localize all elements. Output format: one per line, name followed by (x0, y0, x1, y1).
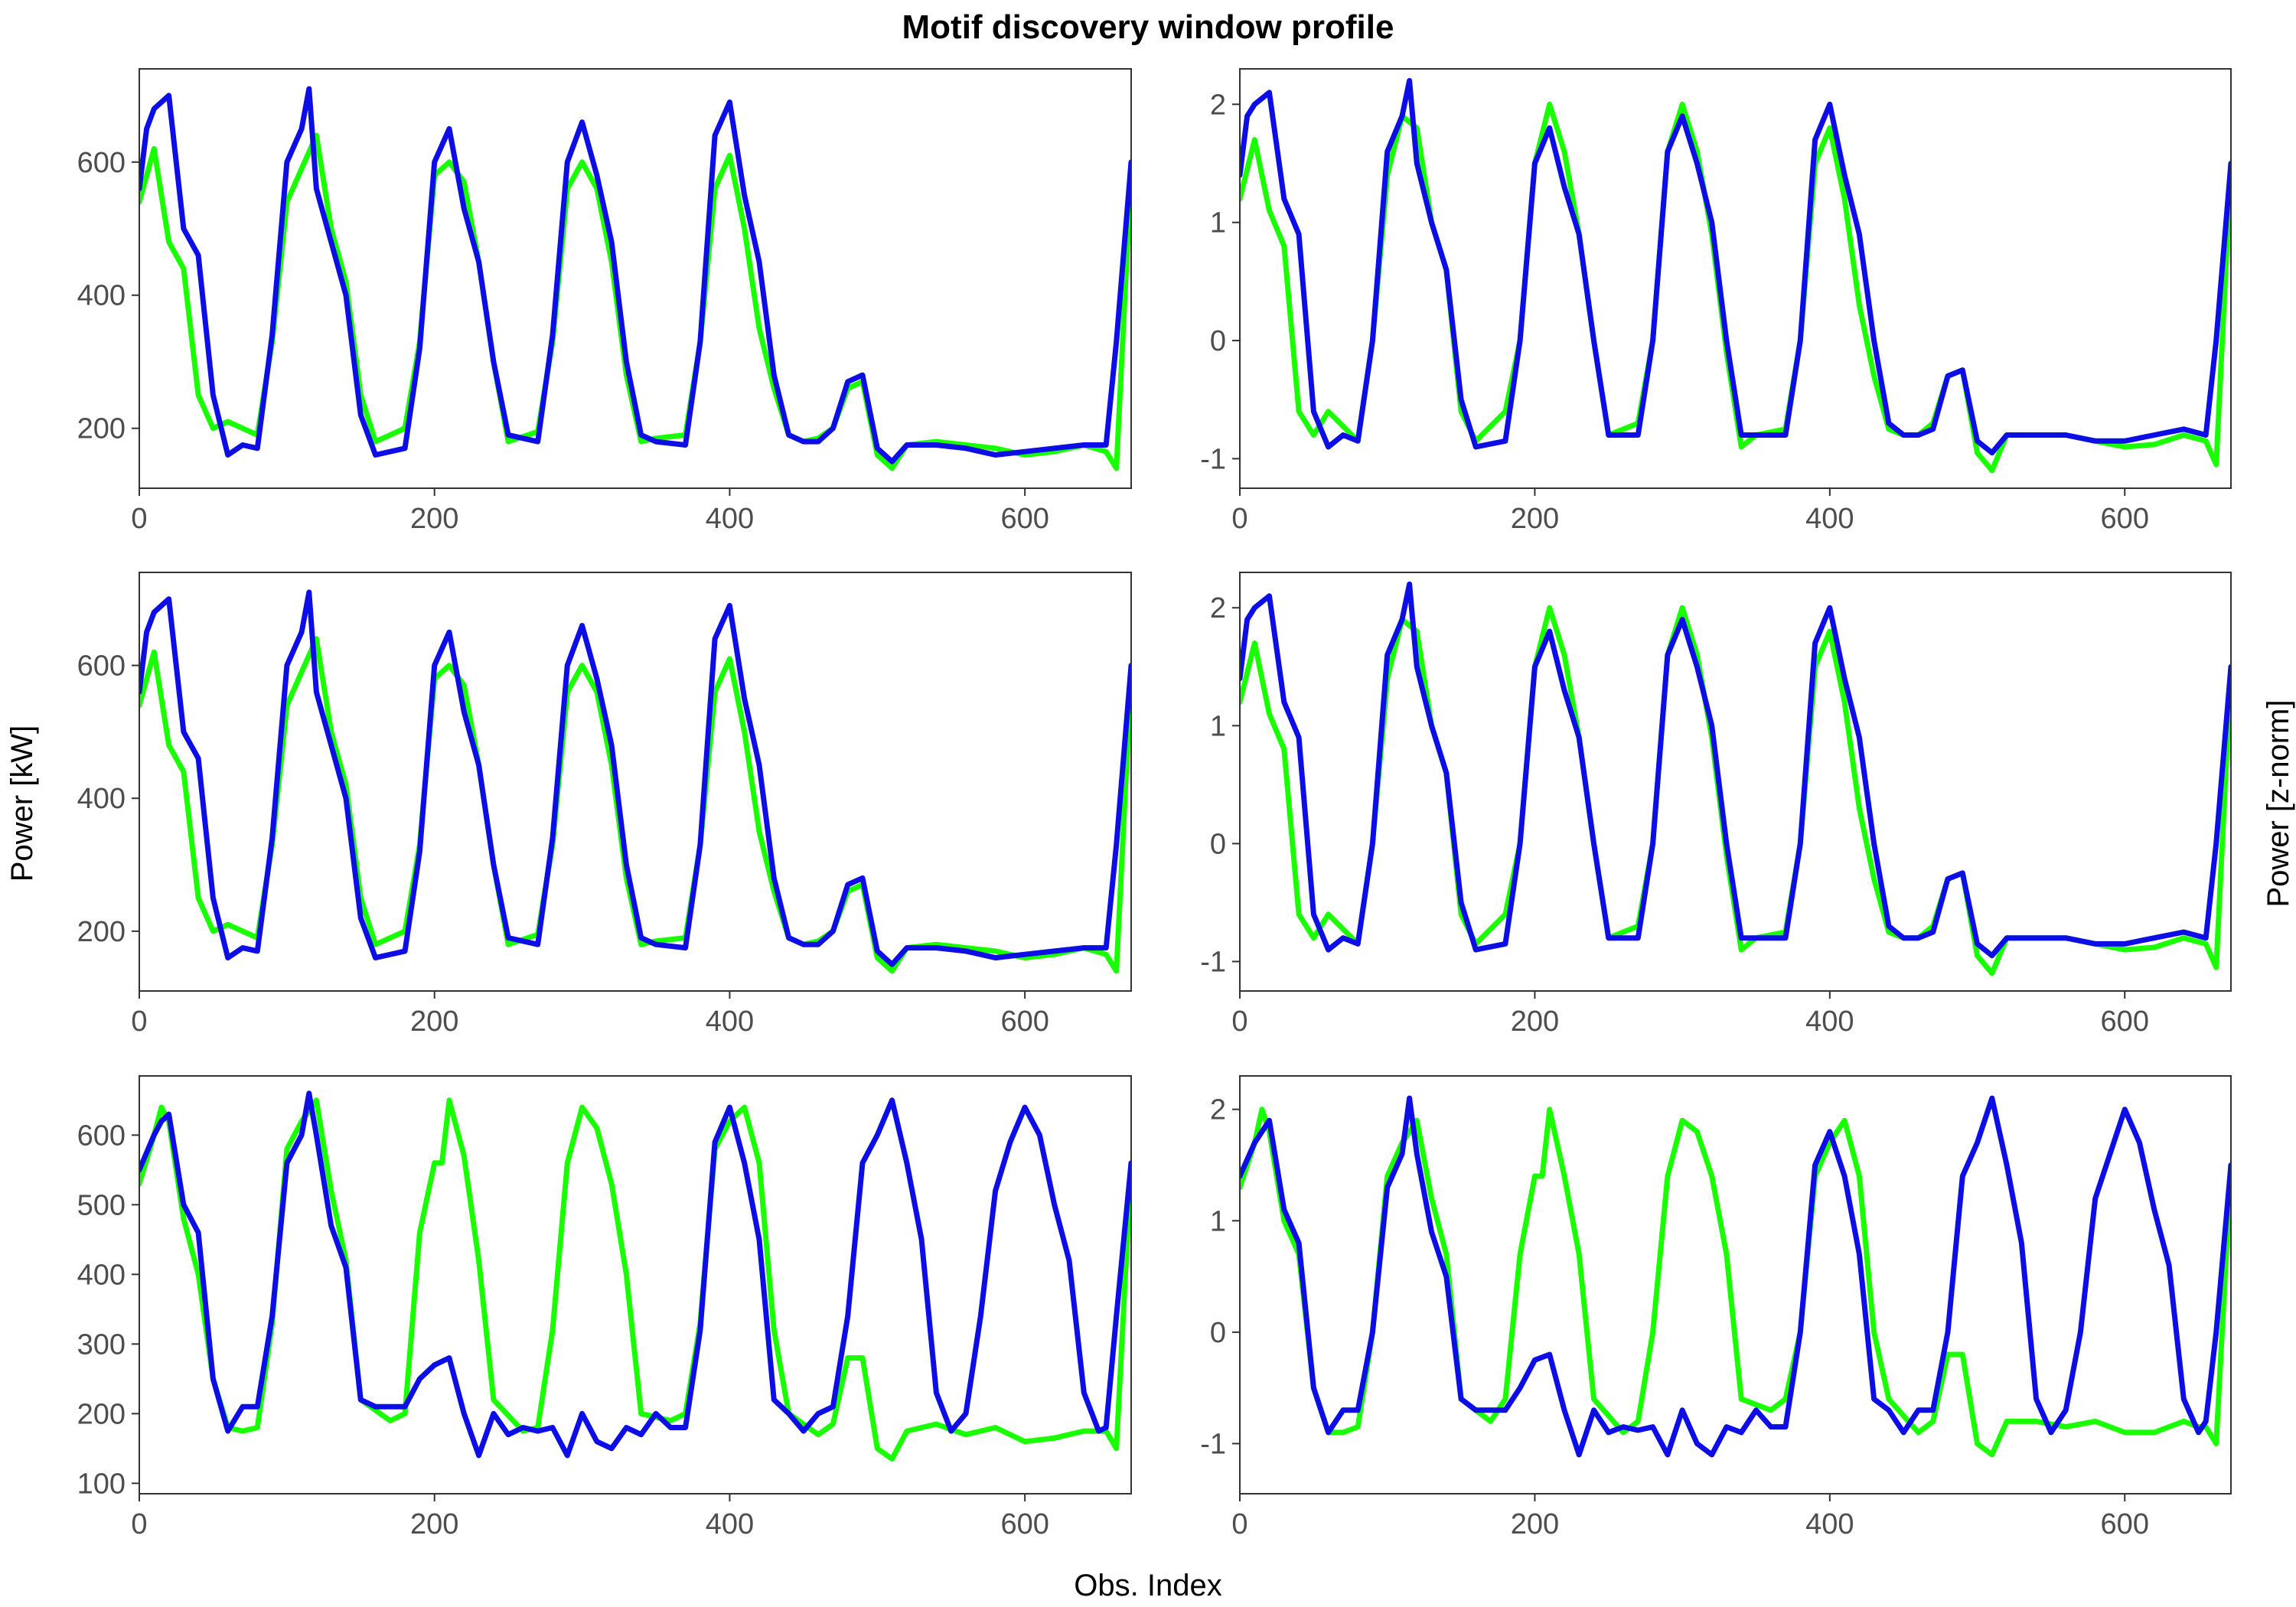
y-axis-label-right: Power [z-norm] (2262, 699, 2295, 907)
y-axis-label-left: Power [kW] (5, 725, 39, 882)
y-tick-label: 2 (1210, 592, 1226, 624)
x-axis-label: Obs. Index (1074, 1569, 1221, 1602)
x-tick-label: 0 (1231, 503, 1247, 535)
chart-title: Motif discovery window profile (902, 8, 1394, 46)
match-series-line (1240, 1095, 2231, 1458)
x-tick-label: 600 (2101, 1508, 2149, 1540)
panel-frame (1239, 1075, 2232, 1495)
x-tick-label: 0 (1231, 1006, 1247, 1038)
y-tick-label: 200 (77, 1398, 126, 1430)
y-tick-label: 200 (77, 413, 126, 445)
x-tick-label: 600 (1000, 1508, 1049, 1540)
x-tick-label: 600 (2101, 1006, 2149, 1038)
series-group (139, 1090, 1131, 1462)
panel-frame (1239, 572, 2232, 992)
x-tick-label: 200 (1511, 1508, 1559, 1540)
y-tick-label: 2 (1210, 89, 1226, 121)
y-tick-label: 600 (77, 1120, 126, 1152)
y-tick-label: 200 (77, 916, 126, 948)
y-tick-label: 600 (77, 650, 126, 683)
y-tick-label: 400 (77, 783, 126, 815)
x-tick-label: 400 (1805, 503, 1854, 535)
match-series-line (1240, 77, 2231, 456)
panel-frame (139, 572, 1132, 992)
y-tick-label: -1 (1200, 946, 1226, 978)
x-tick-label: 200 (1511, 503, 1559, 535)
x-tick-label: 200 (410, 1006, 458, 1038)
y-tick-label: -1 (1200, 443, 1226, 475)
panel-frame (139, 1075, 1132, 1495)
x-tick-label: 400 (706, 1508, 754, 1540)
y-tick-label: 600 (77, 147, 126, 179)
panel-r1-c1: 0 200 400 600 200 400 600 (77, 68, 1132, 535)
y-tick-label: 0 (1210, 325, 1226, 357)
y-tick-label: 1 (1210, 710, 1226, 742)
x-tick-label: 200 (410, 1508, 458, 1540)
series-group (1240, 1095, 2231, 1458)
series-group (1240, 581, 2231, 976)
series-group (1240, 77, 2231, 474)
match-series-line (139, 1090, 1131, 1459)
match-series-line (139, 589, 1131, 967)
x-tick-label: 400 (706, 503, 754, 535)
x-tick-label: 200 (410, 503, 458, 535)
series-group (139, 589, 1131, 974)
panel-frame (1239, 68, 2232, 489)
x-tick-label: 200 (1511, 1006, 1559, 1038)
x-tick-label: 0 (131, 1508, 147, 1540)
x-tick-label: 400 (1805, 1006, 1854, 1038)
y-tick-label: 2 (1210, 1094, 1226, 1126)
x-tick-label: 0 (131, 1006, 147, 1038)
y-tick-label: 1 (1210, 207, 1226, 240)
match-series-line (139, 86, 1131, 464)
y-tick-label: 400 (77, 280, 126, 312)
panel-r2-c1: 0 200 400 600 200 400 600 (77, 572, 1132, 1038)
y-tick-label: 0 (1210, 828, 1226, 860)
x-tick-label: 400 (706, 1006, 754, 1038)
y-tick-label: 500 (77, 1189, 126, 1221)
y-tick-label: -1 (1200, 1428, 1226, 1460)
query-series-line (1240, 1107, 2231, 1458)
x-tick-label: 400 (1805, 1508, 1854, 1540)
x-tick-label: 600 (2101, 503, 2149, 535)
y-tick-label: 1 (1210, 1205, 1226, 1237)
y-tick-label: 100 (77, 1468, 126, 1500)
x-tick-label: 600 (1000, 1006, 1049, 1038)
match-series-line (1240, 581, 2231, 959)
y-tick-label: 0 (1210, 1317, 1226, 1349)
y-tick-label: 300 (77, 1328, 126, 1361)
x-tick-label: 0 (1231, 1508, 1247, 1540)
x-tick-label: 0 (131, 503, 147, 535)
series-group (139, 86, 1131, 471)
panel-frame (139, 68, 1132, 489)
x-tick-label: 600 (1000, 503, 1049, 535)
panel-r3-c2: 0 200 400 600 -1 0 1 2 (1200, 1075, 2232, 1540)
panel-r3-c1: 0 200 400 600 100 200 300 400 500 600 (77, 1075, 1132, 1540)
y-tick-label: 400 (77, 1259, 126, 1291)
